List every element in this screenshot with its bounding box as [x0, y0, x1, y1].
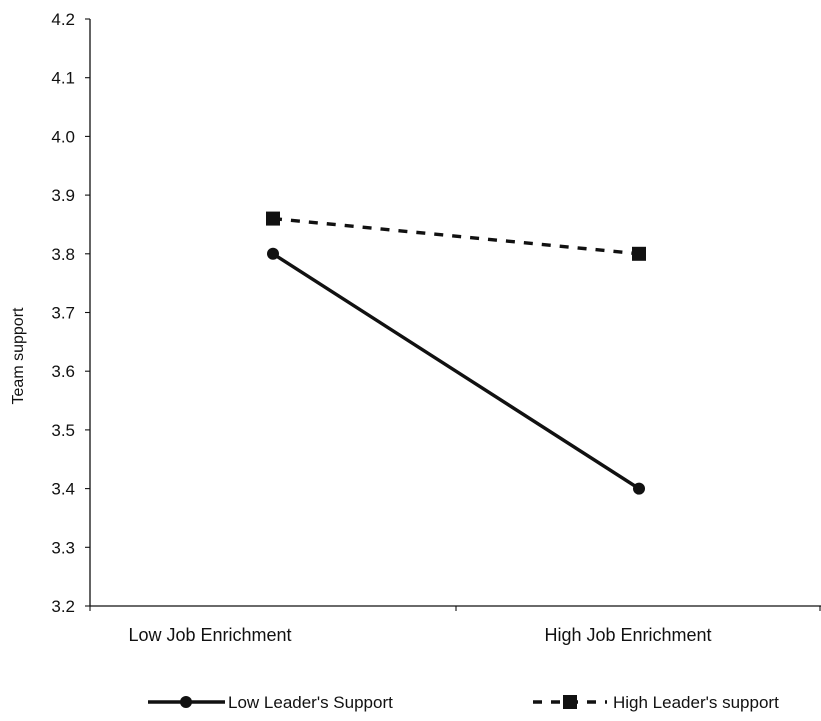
- y-tick-label: 3.8: [51, 245, 75, 264]
- axes: [89, 19, 821, 611]
- y-tick-label: 4.1: [51, 69, 75, 88]
- y-tick-label: 3.2: [51, 597, 75, 616]
- legend-marker-circle: [180, 696, 192, 708]
- y-tick-label: 3.9: [51, 186, 75, 205]
- y-tick-label: 3.3: [51, 538, 75, 557]
- y-axis-title: Team support: [10, 307, 27, 404]
- x-category-label: High Job Enrichment: [544, 625, 711, 645]
- y-ticks: 3.2 3.3 3.4 3.5 3.6 3.7 3.8 3.9 4.0 4.1 4.2: [51, 10, 90, 616]
- y-tick-label: 3.7: [51, 304, 75, 323]
- data-point-circle: [267, 247, 279, 260]
- y-tick-label: 4.2: [51, 10, 75, 29]
- series-1: [266, 211, 646, 261]
- legend: Low Leader's Support High Leader's suppor…: [148, 693, 779, 712]
- x-category-label: Low Job Enrichment: [128, 625, 291, 645]
- series-0: [267, 247, 645, 495]
- series: [266, 211, 646, 495]
- y-tick-label: 3.4: [51, 480, 75, 499]
- legend-item-high-leaders-support: High Leader's support: [533, 693, 779, 712]
- legend-label: Low Leader's Support: [228, 693, 393, 712]
- data-point-square: [632, 246, 646, 261]
- data-point-circle: [633, 482, 645, 495]
- series-line: [272, 252, 640, 491]
- legend-label: High Leader's support: [613, 693, 779, 712]
- y-tick-label: 3.5: [51, 421, 75, 440]
- data-point-square: [266, 211, 280, 226]
- legend-marker-square: [563, 695, 577, 709]
- legend-item-low-leaders-support: Low Leader's Support: [148, 693, 393, 712]
- series-line: [272, 216, 640, 256]
- y-tick-label: 3.6: [51, 362, 75, 381]
- x-categories: Low Job Enrichment High Job Enrichment: [128, 625, 711, 645]
- y-tick-label: 4.0: [51, 127, 75, 146]
